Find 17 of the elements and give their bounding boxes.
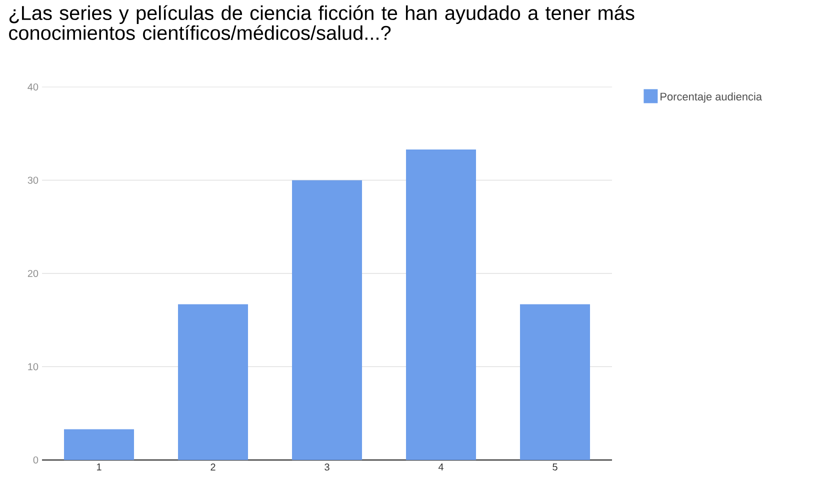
- bar: [292, 180, 362, 460]
- x-tick-label: 1: [97, 464, 102, 470]
- chart-title: ¿Las series y películas de ciencia ficción te han ayudado a tener más conocimientos científicos/médicos/salud...?: [9, 5, 634, 40]
- y-tick-label: 20: [28, 270, 38, 278]
- x-tick-label: 5: [552, 464, 558, 470]
- x-tick-label: 4: [438, 464, 444, 470]
- legend-label: Porcentaje audiencia: [660, 92, 762, 103]
- x-tick-label: 3: [324, 464, 330, 471]
- bar: [64, 429, 134, 460]
- x-tick-label: 2: [210, 464, 216, 470]
- bar: [178, 304, 248, 460]
- y-tick-label: 0: [33, 456, 38, 464]
- y-tick-label: 40: [28, 83, 38, 91]
- bar: [520, 304, 590, 460]
- y-tick-label: 10: [28, 363, 38, 370]
- y-tick-label: 30: [28, 176, 38, 184]
- bar: [406, 149, 476, 460]
